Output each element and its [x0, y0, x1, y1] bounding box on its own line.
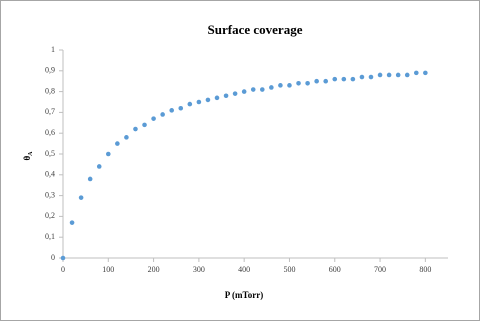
- x-tick-label: 200: [148, 265, 160, 274]
- y-tick-label: 0,1: [45, 232, 55, 241]
- point: [96, 164, 102, 169]
- point: [259, 87, 265, 92]
- point: [413, 70, 419, 76]
- point: [160, 112, 165, 117]
- x-axis-title: P (mTorr): [225, 290, 263, 300]
- point: [69, 220, 75, 225]
- point: [278, 83, 283, 88]
- point: [124, 135, 129, 140]
- point: [142, 122, 147, 128]
- x-tick-label: 600: [329, 265, 341, 274]
- y-axis-subscript: A: [28, 151, 34, 156]
- x-tick-label: 400: [238, 265, 250, 274]
- point: [350, 76, 356, 82]
- point: [323, 78, 329, 84]
- point: [296, 80, 301, 86]
- point: [214, 95, 220, 101]
- y-tick-label: 0,6: [45, 128, 55, 137]
- point: [332, 76, 338, 82]
- point: [205, 97, 211, 103]
- point: [105, 151, 111, 157]
- point: [377, 72, 383, 78]
- point: [151, 116, 156, 121]
- point: [78, 195, 84, 200]
- x-tick-label: 300: [193, 265, 205, 274]
- x-tick-label: 700: [374, 265, 386, 274]
- y-axis-symbol: θ: [22, 156, 32, 161]
- point: [341, 76, 347, 82]
- y-tick-label: 0,5: [45, 149, 55, 158]
- point: [404, 72, 410, 78]
- x-tick-label: 800: [419, 265, 431, 274]
- point: [423, 70, 428, 76]
- chart-title: Surface coverage: [208, 22, 303, 37]
- y-axis-title: θA: [22, 151, 34, 161]
- point: [60, 255, 66, 261]
- point: [250, 87, 256, 92]
- y-tick-label: 0,7: [45, 107, 55, 116]
- point: [241, 89, 247, 94]
- y-tick-label: 0,8: [45, 86, 55, 95]
- point: [386, 72, 392, 78]
- x-tick-label: 500: [283, 265, 295, 274]
- y-tick-label: 0,2: [45, 211, 55, 220]
- point: [305, 80, 310, 86]
- point: [359, 74, 365, 80]
- point: [169, 108, 175, 113]
- x-tick-label: 100: [102, 265, 114, 274]
- y-tick-label: 0: [51, 253, 55, 262]
- y-tick-label: 0,4: [45, 170, 55, 179]
- point: [395, 72, 401, 78]
- point: [287, 83, 292, 88]
- point: [115, 141, 120, 146]
- point: [269, 85, 274, 90]
- point: [223, 93, 229, 99]
- point: [133, 126, 138, 132]
- point: [187, 101, 193, 107]
- point: [314, 78, 319, 84]
- y-tick-label: 0,9: [45, 66, 55, 75]
- point: [178, 105, 184, 111]
- y-tick-label: 0,3: [45, 190, 55, 199]
- y-tick-label: 1: [51, 45, 55, 54]
- point: [87, 176, 93, 182]
- x-tick-label: 0: [61, 265, 65, 274]
- point: [368, 74, 374, 80]
- point: [232, 91, 238, 96]
- point: [196, 99, 202, 105]
